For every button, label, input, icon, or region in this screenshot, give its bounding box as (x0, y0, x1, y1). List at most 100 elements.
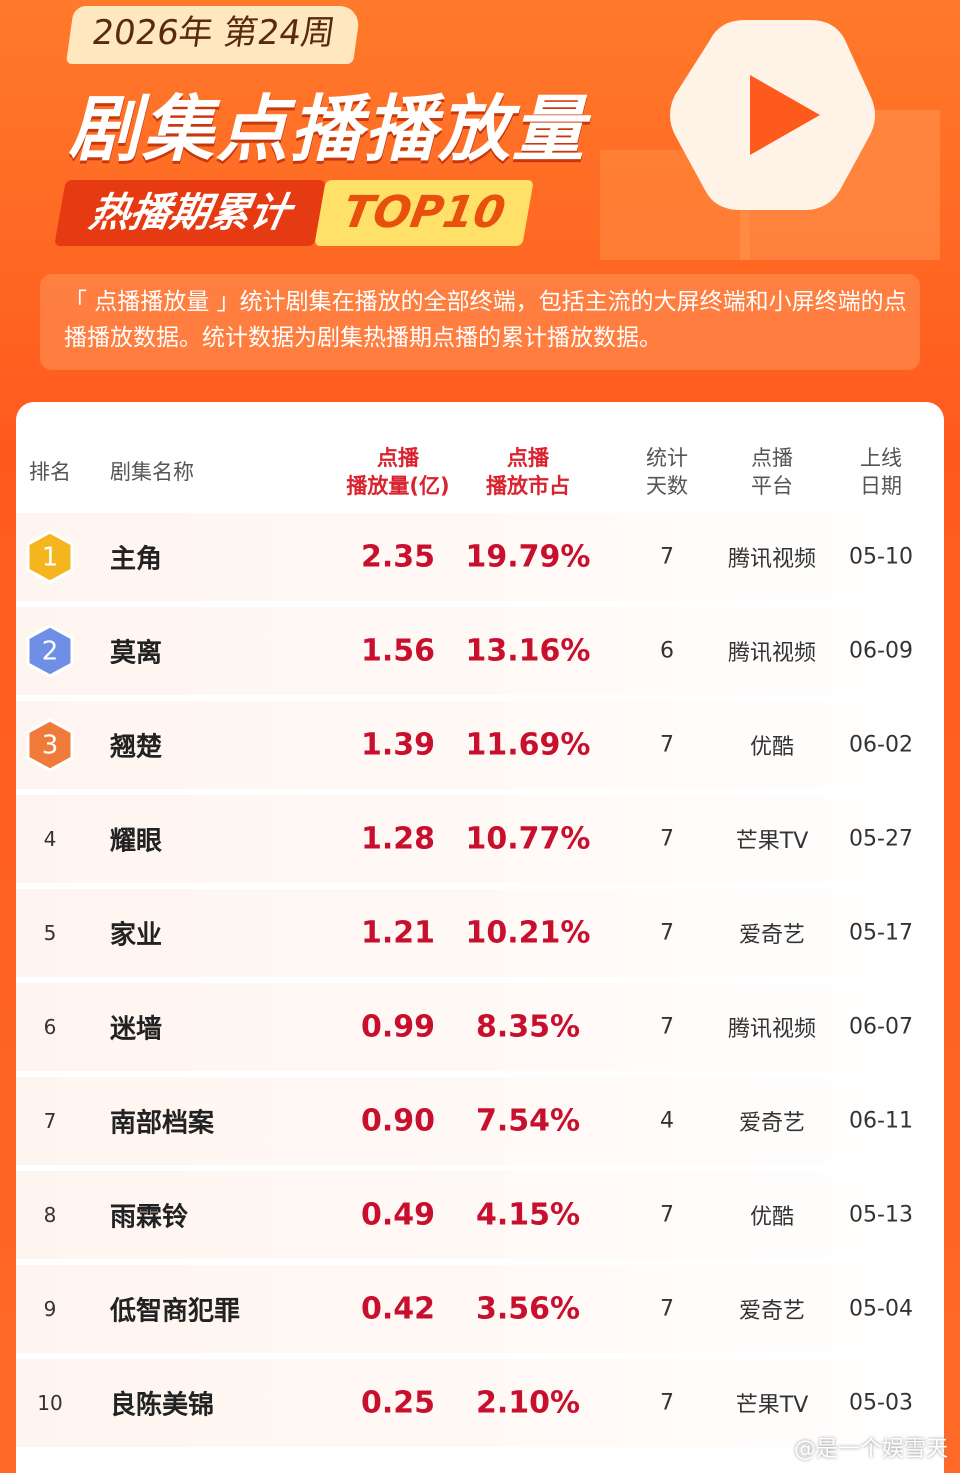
days: 6 (660, 638, 674, 664)
column-header-line: 天数 (646, 474, 688, 498)
play-count: 1.39 (360, 727, 436, 763)
title-name: 家业 (110, 920, 163, 951)
column-header-line: 播放市占 (486, 474, 570, 498)
play-count: 0.90 (360, 1103, 436, 1139)
week-label: 2026年 第24周 (65, 6, 361, 64)
row-band (16, 1359, 944, 1447)
days: 7 (660, 544, 674, 570)
medal-shape (26, 624, 74, 678)
market-share: 7.54% (475, 1103, 581, 1139)
market-share: 4.15% (475, 1197, 581, 1233)
column-header: 点播播放量(亿) (318, 444, 478, 500)
column-header: 点播 播放市占 (448, 444, 608, 500)
column-header: 排名 (0, 458, 130, 486)
title-name: 迷墙 (110, 1014, 163, 1045)
title: 剧集点播播放量 (68, 87, 587, 171)
rank: 1 (42, 543, 59, 573)
row-band (16, 795, 944, 883)
release-date: 05-27 (849, 826, 913, 852)
row-band (16, 1171, 944, 1259)
platform: 芒果TV (735, 1393, 809, 1418)
days: 7 (660, 732, 674, 758)
medal-shape (26, 718, 74, 772)
column-header: 点播 平台 (692, 444, 852, 500)
platform: 优酷 (749, 735, 794, 760)
play-count: 2.35 (360, 539, 436, 575)
days: 7 (660, 1202, 674, 1228)
market-share: 3.56% (475, 1291, 581, 1327)
market-share: 10.21% (465, 915, 591, 951)
release-date: 06-09 (849, 638, 913, 664)
title-name: 耀眼 (110, 826, 163, 857)
market-share: 8.35% (475, 1009, 581, 1045)
release-date: 05-04 (849, 1296, 913, 1322)
title-name: 莫离 (110, 638, 163, 669)
release-date: 06-07 (849, 1014, 913, 1040)
column-header-line: 点播 (377, 446, 419, 470)
play-count: 0.25 (360, 1385, 436, 1421)
column-header-line: 平台 (751, 474, 793, 498)
days: 4 (660, 1108, 674, 1134)
title-name: 良陈美锦 (110, 1390, 215, 1421)
title-name: 主角 (110, 544, 163, 575)
rank: 5 (43, 921, 57, 945)
logo-decoration (600, 20, 940, 260)
column-header-line: 点播 (507, 446, 549, 470)
column-header-line: 排名 (29, 460, 71, 484)
row-band (16, 889, 944, 977)
row-band (16, 1077, 944, 1165)
days: 7 (660, 826, 674, 852)
note: 「 点播播放量 」统计剧集在播放的全部终端，包括主流的大屏终端和小屏终端的点播播… (40, 274, 920, 370)
title-name: 翘楚 (110, 732, 163, 763)
column-header: 统计 天数 (587, 444, 747, 500)
days: 7 (660, 1390, 674, 1416)
play-count: 0.49 (360, 1197, 436, 1233)
column-header-line: 播放量(亿) (346, 474, 450, 498)
tag: 热播期累计 (54, 180, 326, 246)
rank: 6 (43, 1015, 57, 1039)
column-header-line: 剧集名称 (110, 460, 194, 484)
release-date: 05-13 (849, 1202, 913, 1228)
platform: 腾讯视频 (727, 1017, 816, 1042)
row-band (16, 983, 944, 1071)
release-date: 05-03 (849, 1390, 913, 1416)
medal: 2 (26, 624, 74, 678)
days: 7 (660, 1296, 674, 1322)
platform: 腾讯视频 (727, 641, 816, 666)
top-badge: TOP10 (314, 180, 534, 246)
days: 7 (660, 920, 674, 946)
market-share: 19.79% (465, 539, 591, 575)
column-header-line: 统计 (646, 446, 688, 470)
rank: 10 (37, 1391, 63, 1415)
medal-shape (26, 530, 74, 584)
release-date: 06-11 (849, 1108, 913, 1134)
column-header: 剧集名称 (110, 458, 194, 486)
title-name: 低智商犯罪 (110, 1296, 241, 1327)
platform: 爱奇艺 (738, 923, 805, 948)
platform: 腾讯视频 (727, 547, 816, 572)
rank: 3 (42, 731, 59, 761)
play-count: 0.99 (360, 1009, 436, 1045)
release-date: 05-17 (849, 920, 913, 946)
rank: 9 (43, 1297, 57, 1321)
market-share: 2.10% (475, 1385, 581, 1421)
column-header-line: 日期 (860, 474, 902, 498)
release-date: 06-02 (849, 732, 913, 758)
column-header: 上线 日期 (801, 444, 960, 500)
rank: 7 (43, 1109, 57, 1133)
row-band (16, 513, 944, 601)
rank: 8 (43, 1203, 57, 1227)
platform: 优酷 (749, 1205, 794, 1230)
column-header-line: 上线 (860, 446, 902, 470)
column-header-line: 点播 (751, 446, 793, 470)
play-count: 1.21 (360, 915, 436, 951)
rank: 4 (43, 827, 57, 851)
play-count: 0.42 (360, 1291, 436, 1327)
platform: 芒果TV (735, 829, 809, 854)
play-count: 1.28 (360, 821, 436, 857)
days: 7 (660, 1014, 674, 1040)
watermark: @是一个娱雪天 (793, 1437, 948, 1462)
platform: 爱奇艺 (738, 1299, 805, 1324)
medal: 3 (26, 718, 74, 772)
